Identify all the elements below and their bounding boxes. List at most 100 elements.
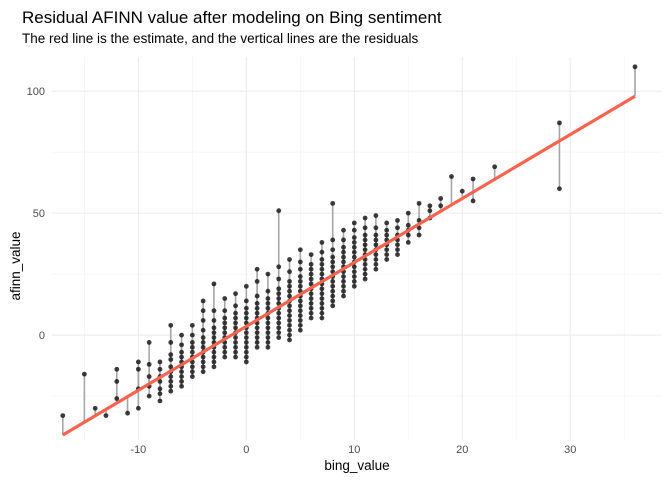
data-point (146, 393, 152, 399)
data-point (189, 340, 195, 345)
data-point (276, 264, 282, 270)
data-point (168, 374, 174, 379)
x-axis-ticks: -10 0 10 20 30 (130, 444, 576, 456)
data-point (308, 252, 314, 257)
data-point (157, 391, 163, 397)
data-point (341, 244, 346, 250)
data-point (254, 344, 260, 350)
data-point (297, 247, 303, 253)
data-point (211, 318, 217, 323)
data-point (200, 308, 206, 314)
data-point (243, 359, 249, 365)
data-point (103, 413, 109, 419)
data-point (114, 379, 120, 384)
data-point (135, 366, 141, 372)
data-point (449, 174, 454, 179)
data-point (243, 315, 249, 321)
data-point (254, 310, 260, 316)
data-point (632, 64, 638, 70)
data-point (319, 249, 325, 255)
x-tick-label: -10 (130, 444, 146, 456)
data-point (308, 291, 314, 297)
data-point (222, 296, 228, 301)
data-point (470, 176, 476, 182)
data-point (373, 225, 379, 231)
data-point (287, 279, 292, 284)
data-point (179, 354, 184, 360)
data-point (233, 335, 238, 340)
data-point (254, 279, 260, 284)
data-point (233, 320, 238, 326)
data-point (265, 330, 271, 336)
data-point (319, 261, 325, 267)
data-point (395, 225, 400, 231)
data-point (308, 266, 314, 272)
data-point (287, 337, 292, 343)
data-point (341, 283, 346, 289)
data-point (265, 300, 271, 306)
data-point (405, 222, 411, 228)
data-point (168, 340, 174, 345)
data-point (319, 266, 325, 272)
data-point (362, 232, 368, 238)
data-point (373, 252, 379, 257)
data-point (222, 315, 228, 321)
grid (52, 57, 662, 440)
data-point (319, 310, 325, 316)
data-point (330, 293, 336, 299)
data-point (287, 332, 292, 338)
data-point (330, 264, 336, 270)
data-point (330, 247, 336, 253)
data-point (135, 359, 141, 365)
data-point (459, 188, 465, 194)
data-point (168, 388, 174, 394)
data-point (330, 200, 336, 206)
data-point (222, 325, 228, 331)
data-point (297, 322, 303, 328)
data-point (427, 203, 433, 209)
data-point (319, 257, 325, 262)
data-point (287, 322, 292, 328)
data-point (373, 213, 379, 218)
data-point (222, 320, 228, 326)
data-point (330, 303, 336, 309)
data-point (233, 344, 238, 350)
data-point (287, 303, 292, 309)
data-point (557, 186, 562, 192)
data-point (200, 344, 206, 350)
data-point (373, 261, 379, 267)
data-point (373, 237, 379, 243)
data-point (351, 244, 357, 250)
data-point (351, 264, 357, 270)
data-point (243, 340, 249, 345)
data-point (297, 303, 303, 309)
data-point (341, 293, 346, 299)
data-point (211, 359, 217, 365)
data-point (276, 310, 282, 316)
x-tick-label: 20 (456, 444, 468, 456)
x-tick-label: 10 (348, 444, 360, 456)
data-point (373, 257, 379, 262)
data-point (438, 196, 444, 201)
data-point (297, 318, 303, 323)
data-point (233, 349, 238, 355)
data-point (168, 379, 174, 384)
data-point (287, 283, 292, 289)
data-point (438, 203, 444, 209)
data-point (276, 296, 282, 301)
data-point (265, 288, 271, 294)
data-point (405, 210, 411, 216)
data-point (243, 283, 249, 289)
data-point (287, 327, 292, 333)
data-point (189, 349, 195, 355)
data-point (222, 354, 228, 360)
data-point (276, 335, 282, 340)
data-point (297, 279, 303, 284)
y-tick-label: 100 (27, 86, 45, 98)
data-point (341, 227, 346, 233)
data-point (308, 310, 314, 316)
data-point (330, 259, 336, 265)
data-point (308, 296, 314, 301)
data-point (351, 283, 357, 289)
